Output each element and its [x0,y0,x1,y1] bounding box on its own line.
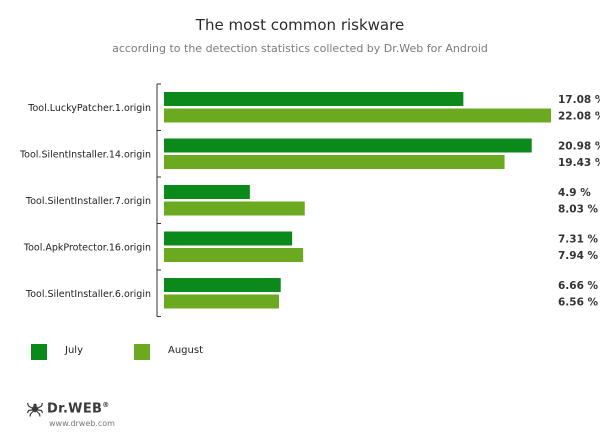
drweb-logo: Dr.WEB® www.drweb.com [27,400,147,436]
legend-swatch-august [134,344,150,360]
data-label: 6.56 % [558,297,599,309]
bar-july [164,138,532,153]
data-label: 6.66 % [558,280,599,292]
legend-swatch-july [31,344,47,360]
logo-url: www.drweb.com [49,419,115,428]
data-label: 19.43 % [558,157,600,169]
category-label: Tool.SilentInstaller.7.origin [25,196,151,207]
bar-july [164,185,250,199]
data-label: 4.9 % [558,187,591,199]
chart-subtitle: according to the detection statistics co… [112,42,488,55]
data-label: 7.94 % [558,250,599,262]
bar-july [164,92,464,106]
bar-august [164,201,305,216]
category-label: Tool.LuckyPatcher.1.origin [27,103,151,114]
bar-july [164,231,293,246]
logo-wordmark: Dr.WEB® [47,401,110,417]
data-label: 20.98 % [558,141,600,153]
data-label: 22.08 % [558,111,600,123]
bar-july [164,278,281,292]
category-label: Tool.SilentInstaller.6.origin [25,289,151,300]
chart-title: The most common riskware [195,16,405,34]
category-label: Tool.SilentInstaller.14.origin [19,149,151,160]
legend-label-july: July [65,345,83,356]
bar-august [164,155,505,169]
data-label: 17.08 % [558,94,600,106]
legend-label-august: August [168,345,203,356]
bar-august [164,248,304,262]
data-label: 8.03 % [558,204,599,216]
bar-august [164,108,551,123]
category-label: Tool.ApkProtector.16.origin [23,242,151,253]
bar-august [164,294,279,309]
spider-icon [27,402,43,417]
data-label: 7.31 % [558,234,599,246]
